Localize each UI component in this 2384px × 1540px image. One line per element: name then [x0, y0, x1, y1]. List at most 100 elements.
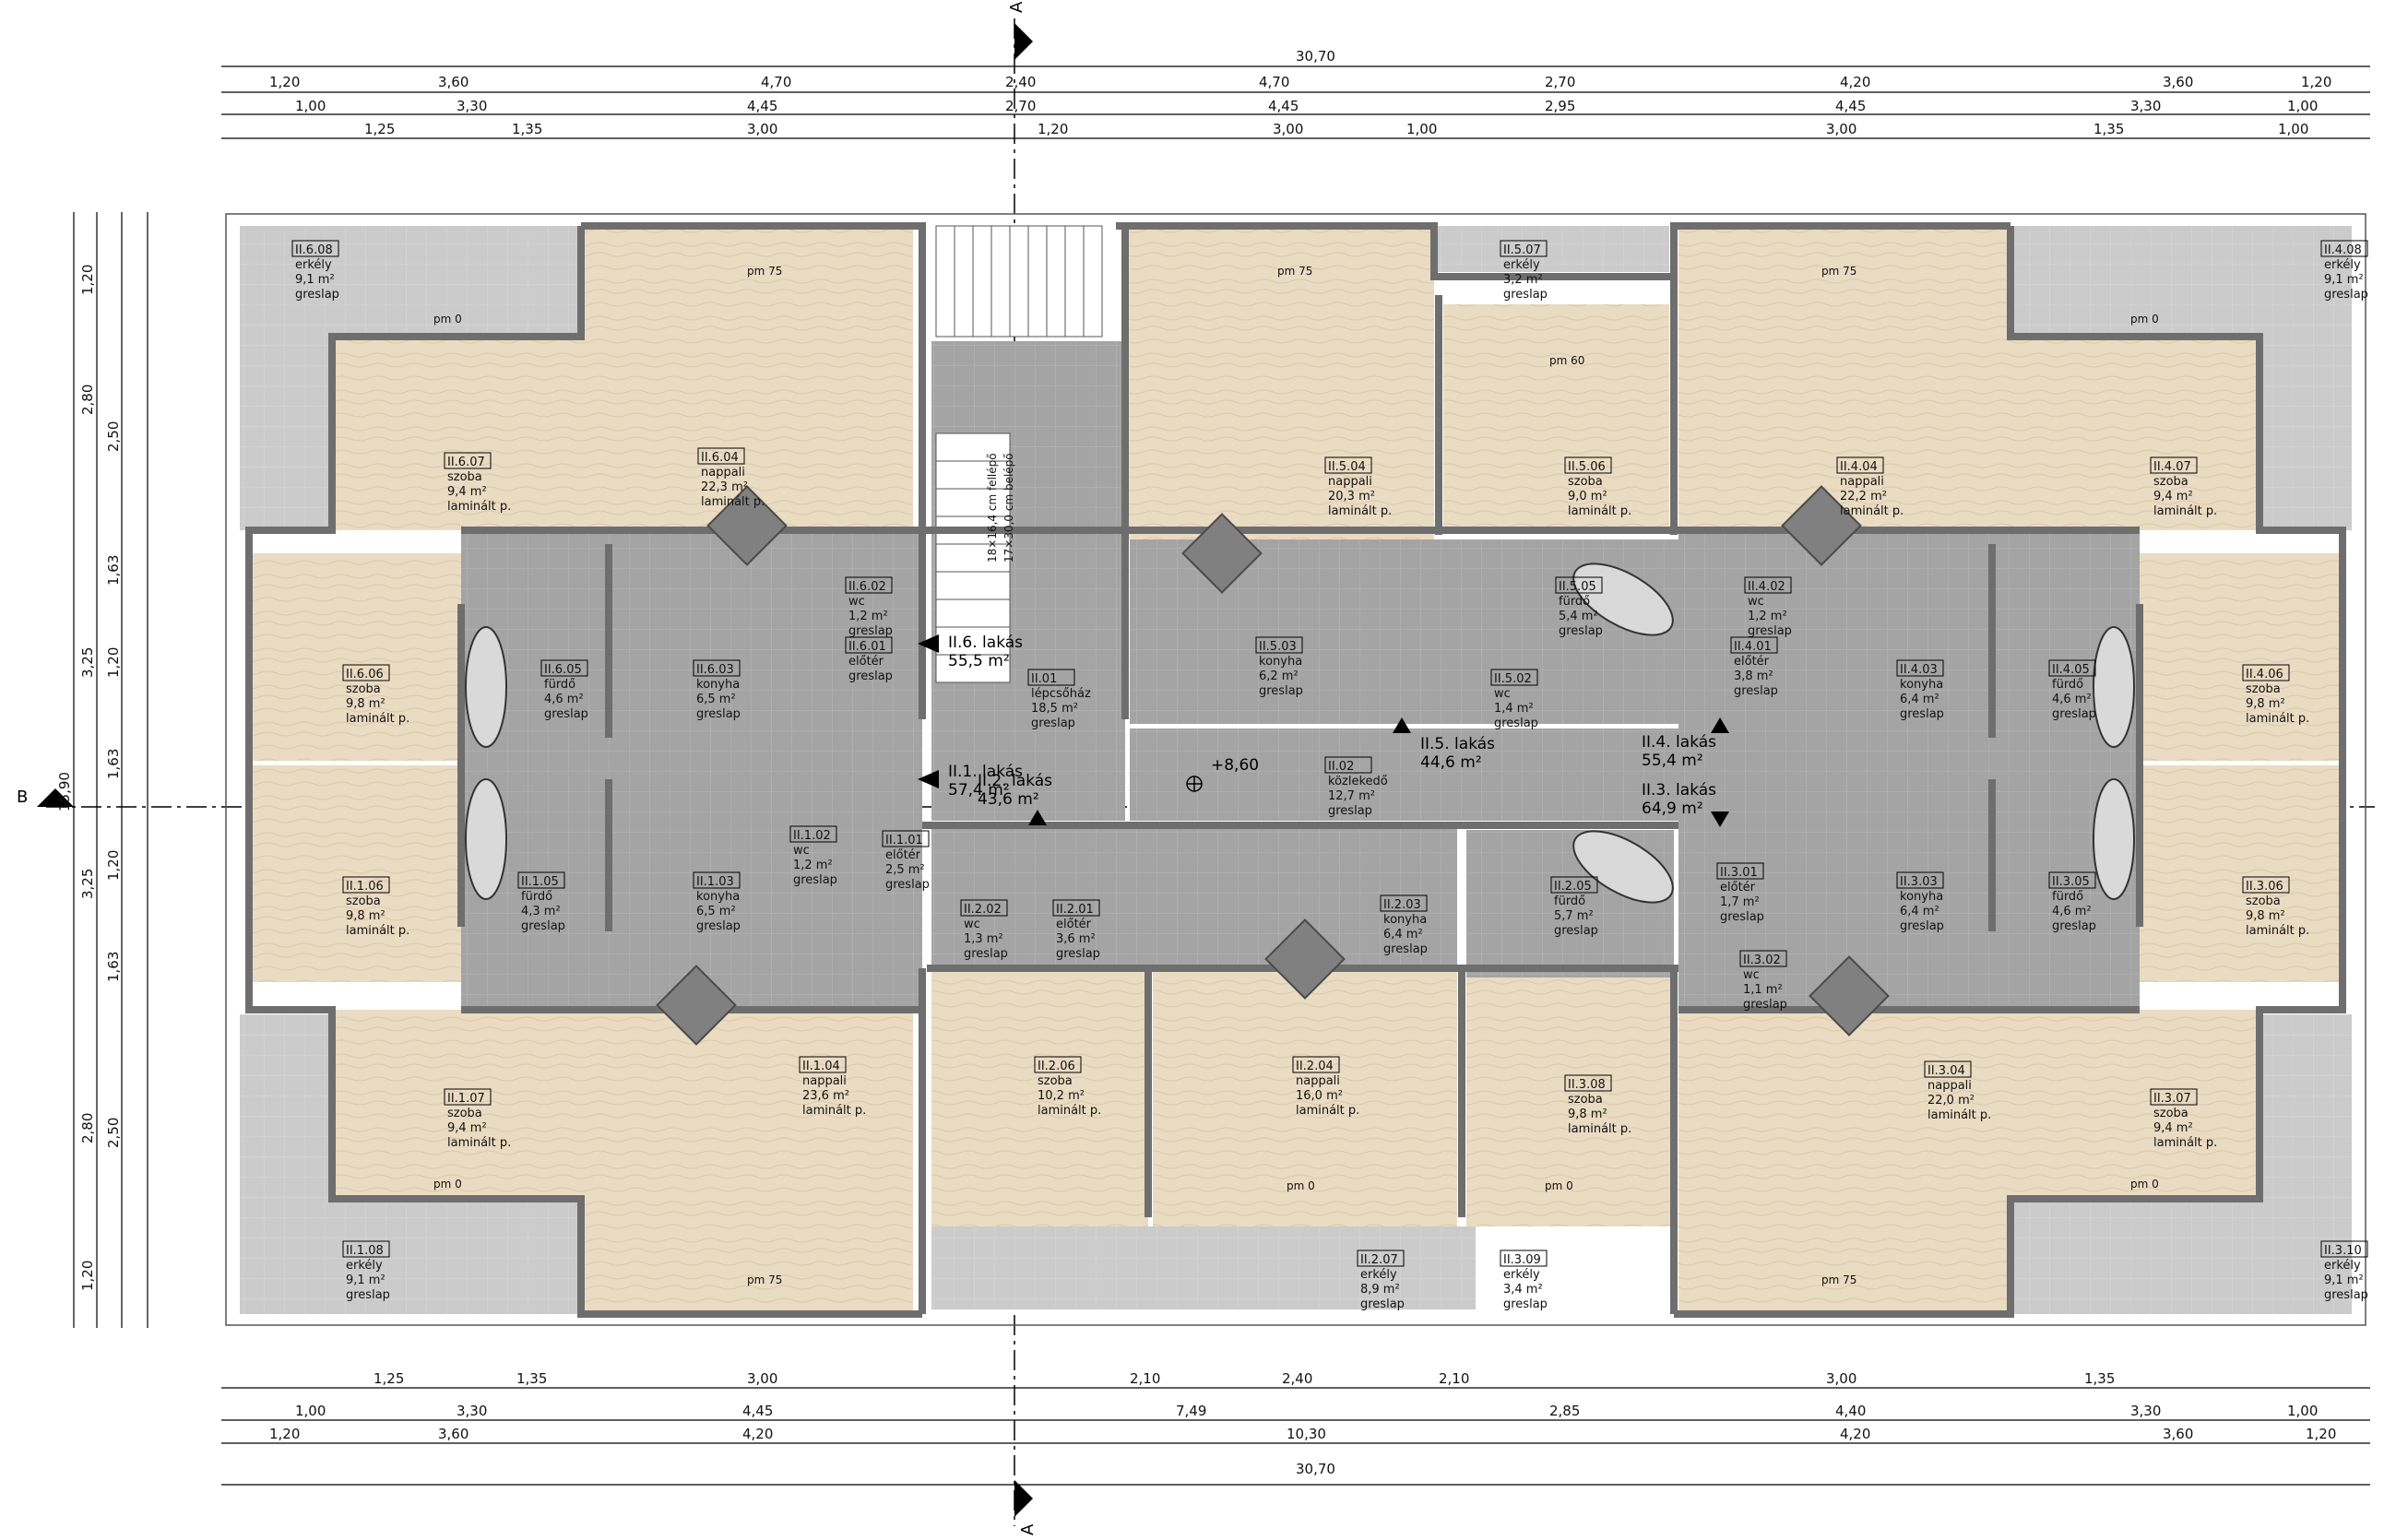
- stairwell: [935, 225, 1103, 683]
- bottom-dim-r1-6: 3,00: [1826, 1370, 1856, 1387]
- room-floor: greslap: [1900, 919, 1944, 933]
- left-dim-0: 1,20: [79, 265, 96, 295]
- room-id-box: [2048, 659, 2096, 677]
- room-area: 9,4 m²: [2153, 490, 2193, 503]
- room-id-box: [1924, 1060, 1972, 1078]
- room-name: előtér: [1734, 655, 1770, 669]
- top-dim-r3-3: 1,20: [1038, 121, 1068, 137]
- bottom-dim-r1-0: 1,25: [374, 1370, 404, 1387]
- room-area: 9,8 m²: [346, 909, 385, 923]
- room-id-box: [1836, 456, 1884, 474]
- top-dim-r2-4: 4,45: [1268, 98, 1299, 114]
- room-id-box: [342, 1240, 390, 1258]
- room-id: II.1.05: [521, 875, 559, 889]
- room-area: 3,4 m²: [1503, 1283, 1543, 1297]
- top-overall-dimension: 30,70: [1296, 48, 1335, 65]
- room-id: II.2.06: [1038, 1060, 1075, 1073]
- room-id: II.3.01: [1720, 866, 1758, 880]
- room-name: szoba: [447, 470, 482, 484]
- top-dim-r1-0: 1,20: [269, 74, 300, 90]
- room-name: erkély: [1360, 1268, 1397, 1282]
- room-id-box: [444, 452, 492, 469]
- room-area: 9,4 m²: [447, 1121, 487, 1135]
- top-dim-r2-6: 4,45: [1835, 98, 1866, 114]
- room-id: II.6.06: [346, 668, 384, 681]
- top-dim-r3-6: 3,00: [1826, 121, 1856, 137]
- room-id-box: [789, 825, 837, 843]
- room-area: 9,4 m²: [2153, 1121, 2193, 1135]
- left-dim-6: 1,63: [105, 749, 122, 779]
- left-dim-1: 2,80: [79, 385, 96, 415]
- room-id: II.5.04: [1328, 460, 1366, 474]
- room-area: 1,1 m²: [1743, 983, 1783, 997]
- parapet-label: pm 75: [1821, 265, 1856, 278]
- room-id: II.01: [1031, 672, 1057, 686]
- parapet-label: pm 0: [433, 313, 462, 326]
- room-id-box: [342, 876, 390, 894]
- room-id: II.1.04: [802, 1060, 840, 1073]
- room-name: szoba: [1568, 475, 1603, 489]
- room-floor: greslap: [2324, 1288, 2368, 1302]
- section-a-bottom-label: A: [1018, 1523, 1038, 1535]
- room-id-box: [1564, 456, 1612, 474]
- room-floor: greslap: [1259, 684, 1303, 698]
- bottom-dim-r1-1: 1,35: [516, 1370, 547, 1387]
- apartment-tag-3: II.3. lakás 64,9 m²: [1642, 781, 1729, 827]
- top-dim-r2-1: 3,30: [457, 98, 487, 114]
- room-floor: greslap: [1734, 684, 1778, 698]
- room-area: 5,7 m²: [1554, 909, 1594, 923]
- room-id: II.3.07: [2153, 1092, 2191, 1106]
- room-name: szoba: [2246, 894, 2281, 908]
- left-dim-7: 3,25: [79, 869, 96, 899]
- top-dim-r1-4: 4,70: [1259, 74, 1289, 90]
- room-id: II.5.02: [1494, 672, 1532, 686]
- room-floor: greslap: [295, 288, 339, 302]
- room-area: 6,2 m²: [1259, 669, 1299, 683]
- room-floor: greslap: [1559, 624, 1603, 638]
- room-floor: greslap: [1056, 947, 1100, 961]
- room-id-box: [2320, 240, 2368, 257]
- left-dim-2: 2,50: [105, 421, 122, 452]
- room-name: nappali: [1296, 1074, 1340, 1088]
- room-id: II.1.03: [696, 875, 734, 889]
- room-floor: greslap: [1748, 624, 1792, 638]
- room-name: wc: [1748, 595, 1764, 609]
- room-area: 8,9 m²: [1360, 1283, 1400, 1297]
- tiled-floors: [461, 341, 2140, 1010]
- room-id: II.3.05: [2052, 875, 2090, 889]
- room-name: szoba: [1038, 1074, 1073, 1088]
- stair-note: 18×16,4 cm fellépő 17×30,0 cm belépő: [986, 453, 1015, 563]
- room-id: II.1.06: [346, 880, 384, 894]
- room-name: nappali: [1328, 475, 1372, 489]
- room-area: 6,4 m²: [1900, 905, 1939, 918]
- room-id-box: [1716, 862, 1764, 880]
- room-area: 9,8 m²: [346, 697, 385, 711]
- bottom-dimension-lines: [221, 1387, 2370, 1486]
- room-id: II.6.03: [696, 663, 734, 677]
- room-area: 20,3 m²: [1328, 490, 1375, 503]
- room-floor: laminált p.: [1568, 504, 1631, 518]
- top-dim-r2-0: 1,00: [295, 98, 326, 114]
- room-name: fürdő: [521, 890, 552, 904]
- room-name: erkély: [295, 258, 332, 272]
- room-area: 9,4 m²: [447, 485, 487, 499]
- room-id: II.2.05: [1554, 880, 1592, 894]
- room-name: wc: [964, 918, 980, 931]
- room-id: II.4.08: [2324, 243, 2362, 257]
- room-id: II.6.01: [848, 640, 886, 654]
- level-marker: +8,60: [1186, 756, 1259, 792]
- room-area: 6,5 m²: [696, 693, 736, 706]
- room-floor: laminált p.: [2153, 504, 2217, 518]
- room-floor: laminált p.: [346, 712, 409, 726]
- room-floor: laminált p.: [1328, 504, 1392, 518]
- left-dim-12: 1,20: [79, 1261, 96, 1291]
